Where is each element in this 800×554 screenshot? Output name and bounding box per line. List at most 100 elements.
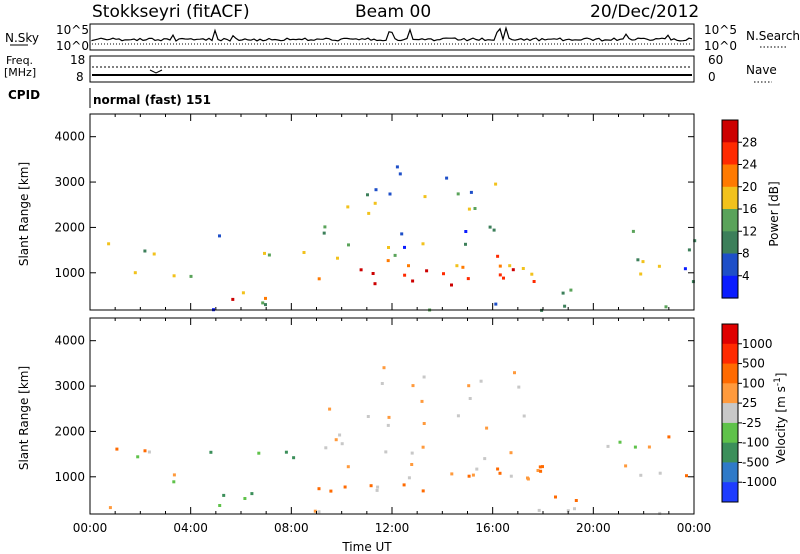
heatmap-cell <box>485 426 489 430</box>
heatmap-cell <box>511 268 515 272</box>
cpid-label: CPID <box>8 88 40 102</box>
heatmap-cell <box>687 248 691 252</box>
heatmap-cell <box>403 273 407 277</box>
heatmap-cell <box>536 469 540 472</box>
heatmap-cell <box>494 182 498 186</box>
heatmap-cell <box>328 407 332 411</box>
heatmap-cell <box>347 243 350 247</box>
colorbar-swatch <box>722 275 738 299</box>
heatmap-cell <box>496 467 500 471</box>
heatmap-cell <box>461 265 465 269</box>
colorbar-tick-label: 20 <box>742 180 757 194</box>
velocity-colorbar-label-unit: [m s <box>774 386 788 412</box>
colorbar-swatch <box>722 186 738 210</box>
heatmap-cell <box>517 385 521 389</box>
heatmap-cell <box>143 249 147 253</box>
heatmap-cell <box>532 280 536 283</box>
heatmap-cell <box>509 451 513 455</box>
heatmap-cell <box>618 440 622 444</box>
heatmap-cell <box>464 242 467 246</box>
heatmap-cell <box>209 450 213 454</box>
colorbar-tick-label: 16 <box>742 202 757 216</box>
velocity-axis: 1000 2000 3000 4000 <box>54 318 695 514</box>
heatmap-cell <box>340 442 344 446</box>
heatmap-cell <box>115 447 119 451</box>
heatmap-cell <box>263 251 266 255</box>
heatmap-cell <box>467 474 471 478</box>
heatmap-cell <box>494 302 498 306</box>
heatmap-cell <box>387 246 390 249</box>
heatmap-cell <box>456 414 460 418</box>
heatmap-cell <box>374 188 378 192</box>
x-tick-label: 12:00 <box>375 521 410 535</box>
noise-left-tick-bottom: 10^0 <box>56 39 89 53</box>
heatmap-cell <box>395 165 399 169</box>
x-tick-label: 16:00 <box>475 521 510 535</box>
heatmap-cell <box>530 272 534 276</box>
heatmap-cell <box>425 269 429 273</box>
colorbar-tick-label: 12 <box>742 224 757 238</box>
colorbar-tick-label: 25 <box>742 396 757 410</box>
noise-trace <box>91 25 693 45</box>
heatmap-cell <box>563 304 567 308</box>
freq-label-line2: [MHz] <box>4 66 36 79</box>
heatmap-cell <box>375 488 379 492</box>
heatmap-cell <box>539 469 543 473</box>
heatmap-cell <box>292 456 296 460</box>
power-heatmap <box>107 165 697 312</box>
heatmap-cell <box>483 457 487 461</box>
colorbar-swatch <box>722 482 738 503</box>
heatmap-cell <box>152 252 156 256</box>
velocity-colorbar: 1000 500 100 25 -25 -100 -500 -1000 <box>721 323 777 503</box>
colorbar-tick-label: -500 <box>742 455 769 469</box>
heatmap-cell <box>407 476 411 480</box>
date-title: 20/Dec/2012 <box>590 2 699 22</box>
heatmap-cell <box>421 242 425 246</box>
velocity-ylabel: Slant Range [km] <box>17 366 31 470</box>
heatmap-cell <box>691 280 695 284</box>
heatmap-cell <box>346 465 350 469</box>
heatmap-cell <box>189 274 193 278</box>
beam-title: Beam 00 <box>355 2 431 22</box>
heatmap-cell <box>257 451 261 455</box>
heatmap-cell <box>488 225 492 229</box>
power-ylabel: Slant Range [km] <box>17 162 31 266</box>
colorbar-swatch <box>722 324 738 345</box>
noise-trace-line <box>91 25 693 42</box>
colorbar-swatch <box>722 164 738 188</box>
heatmap-cell <box>324 446 328 450</box>
heatmap-cell <box>538 465 542 469</box>
heatmap-cell <box>222 493 226 497</box>
heatmap-cell <box>624 464 628 468</box>
heatmap-cell <box>407 264 410 268</box>
heatmap-cell <box>336 256 339 260</box>
heatmap-cell <box>264 303 267 307</box>
heatmap-cell <box>317 487 321 491</box>
y-tick-label: 3000 <box>54 175 85 189</box>
heatmap-cell <box>359 268 363 272</box>
heatmap-cell <box>468 397 472 400</box>
heatmap-cell <box>322 231 326 235</box>
y-tick-label: 1000 <box>54 470 85 484</box>
heatmap-cell <box>423 195 427 199</box>
heatmap-cell <box>657 264 661 268</box>
heatmap-cell <box>479 379 483 383</box>
heatmap-cell <box>422 422 426 425</box>
heatmap-cell <box>467 207 471 211</box>
heatmap-cell <box>421 489 425 493</box>
freq-tick-bottom: 8 <box>76 70 84 84</box>
heatmap-cell <box>693 239 697 243</box>
heatmap-cell <box>658 471 662 475</box>
heatmap-cell <box>143 449 147 453</box>
heatmap-cell <box>323 225 327 229</box>
colorbar-tick-label: 28 <box>742 135 757 149</box>
heatmap-cell <box>267 253 271 257</box>
x-tick-label: 04:00 <box>173 521 208 535</box>
heatmap-cell <box>107 242 111 246</box>
heatmap-cell <box>498 273 502 277</box>
nsky-label: N.Sky <box>5 31 39 45</box>
heatmap-cell <box>498 264 502 268</box>
heatmap-cell <box>526 476 529 480</box>
y-tick-label: 4000 <box>54 334 85 348</box>
heatmap-cell <box>683 267 687 271</box>
